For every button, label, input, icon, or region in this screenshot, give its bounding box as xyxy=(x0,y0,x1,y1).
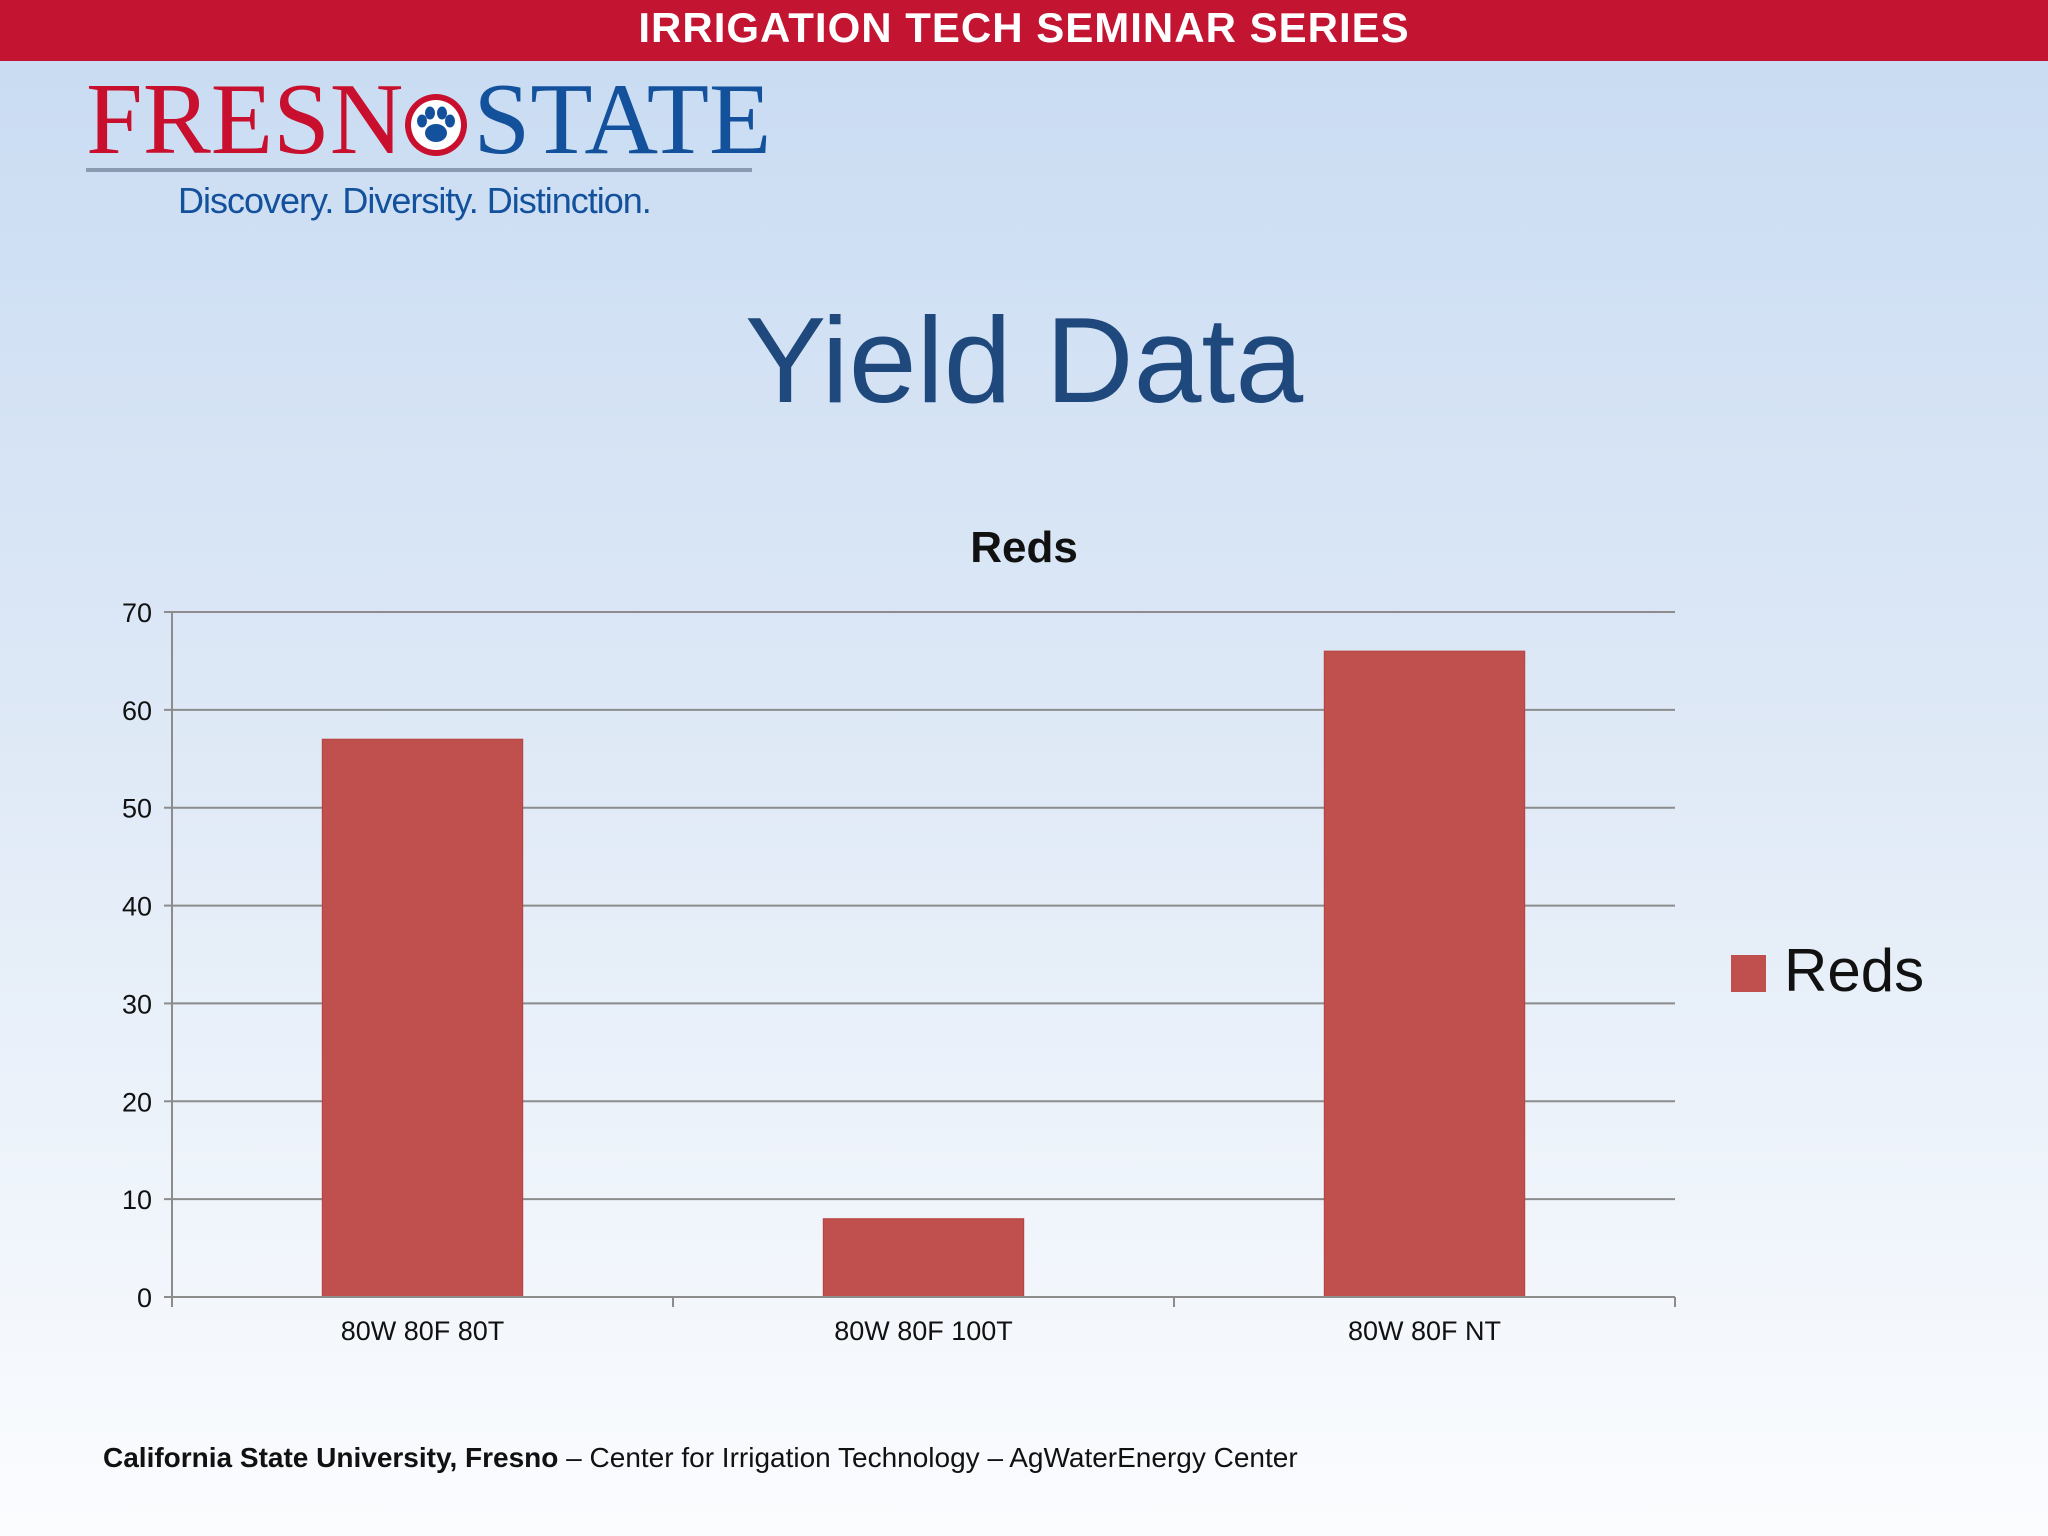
footer: California State University, Fresno – Ce… xyxy=(103,1442,1298,1474)
fresno-state-logo: FRESN STATE Discovery. Diversity. Distin… xyxy=(86,69,771,230)
bar xyxy=(822,1218,1025,1298)
paw-icon xyxy=(405,93,468,156)
bar xyxy=(1323,650,1526,1298)
y-tick-label: 70 xyxy=(122,598,152,628)
x-category-label: 80W 80F 100T xyxy=(834,1316,1013,1346)
slide-title: Yield Data xyxy=(744,292,1304,428)
banner-title: IRRIGATION TECH SEMINAR SERIES xyxy=(638,4,1410,51)
bar xyxy=(321,738,524,1298)
logo-tagline: Discovery. Diversity. Distinction. xyxy=(178,180,652,221)
y-tick-label: 10 xyxy=(122,1185,152,1215)
x-category-label: 80W 80F 80T xyxy=(341,1316,505,1346)
y-tick-label: 20 xyxy=(122,1087,152,1117)
chart-title: Reds xyxy=(970,523,1078,572)
logo-word-fresno: FRESN xyxy=(86,63,404,176)
logo-wordmark: FRESN STATE xyxy=(86,69,771,171)
logo-rule xyxy=(86,168,752,172)
y-tick-label: 60 xyxy=(122,696,152,726)
seminar-banner: IRRIGATION TECH SEMINAR SERIES xyxy=(0,0,2048,61)
y-tick-label: 0 xyxy=(137,1283,152,1313)
logo-word-state: STATE xyxy=(473,63,772,176)
footer-institution: California State University, Fresno xyxy=(103,1442,559,1473)
y-tick-label: 40 xyxy=(122,892,152,922)
y-tick-label: 50 xyxy=(122,794,152,824)
legend-label: Reds xyxy=(1784,937,1924,1004)
footer-centers: – Center for Irrigation Technology – AgW… xyxy=(558,1442,1298,1473)
x-category-label: 80W 80F NT xyxy=(1348,1316,1501,1346)
y-tick-label: 30 xyxy=(122,989,152,1019)
legend-swatch xyxy=(1731,955,1766,992)
